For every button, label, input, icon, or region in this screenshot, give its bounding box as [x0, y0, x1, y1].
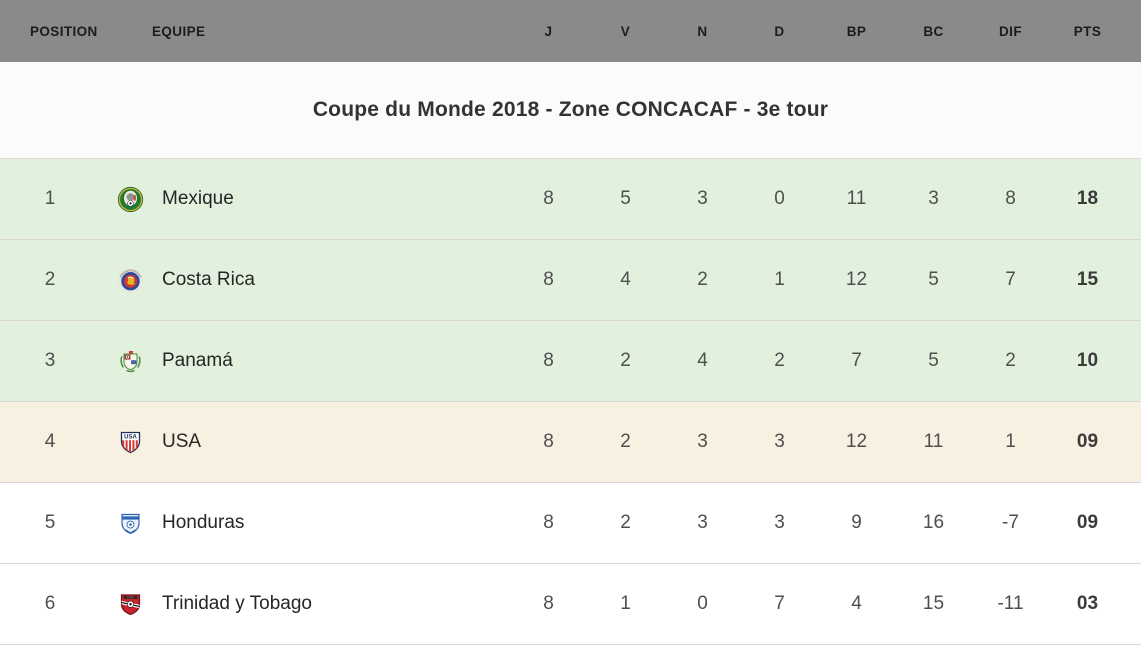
column-header-bc: BC	[923, 23, 944, 39]
table-row: 2 Costa Rica 8 4 2 1 12 5 7 15	[0, 240, 1141, 321]
stat-dif: -11	[997, 593, 1024, 614]
team-name: Costa Rica	[162, 269, 255, 290]
stat-bp: 9	[851, 512, 862, 533]
stat-bc: 3	[928, 188, 939, 209]
stat-bc: 11	[923, 431, 944, 452]
costa-rica-crest-icon	[117, 267, 144, 294]
stat-bp: 12	[845, 431, 868, 452]
column-header-j: J	[544, 23, 553, 39]
column-header-d: D	[774, 23, 785, 39]
stat-bp: 4	[851, 593, 862, 614]
table-row: 4 USA USA	[0, 402, 1141, 483]
stat-bc: 5	[928, 350, 939, 371]
stat-d: 0	[774, 188, 785, 209]
stat-v: 4	[620, 269, 631, 290]
position-cell: 6	[44, 593, 56, 614]
stat-bc: 15	[922, 593, 945, 614]
table-row: 1 Mexique 8 5 3 0 11 3 8 18	[0, 159, 1141, 240]
position-cell: 2	[44, 269, 56, 290]
stat-j: 8	[543, 512, 554, 533]
stat-pts: 09	[1076, 431, 1099, 452]
column-header-bp: BP	[846, 23, 867, 39]
stat-n: 3	[697, 431, 708, 452]
position-cell: 1	[44, 188, 56, 209]
column-header-dif: DIF	[999, 23, 1022, 39]
stat-v: 2	[620, 350, 631, 371]
stat-v: 2	[620, 512, 631, 533]
stat-v: 1	[620, 593, 631, 614]
column-header-position: POSITION	[30, 23, 98, 39]
honduras-crest-icon	[117, 510, 144, 537]
team-name: Honduras	[162, 512, 245, 533]
stat-dif: 8	[1005, 188, 1016, 209]
column-header-v: V	[620, 23, 631, 39]
position-cell: 5	[44, 512, 56, 533]
stat-dif: 7	[1005, 269, 1016, 290]
stat-n: 4	[697, 350, 708, 371]
stat-bc: 5	[928, 269, 939, 290]
stat-j: 8	[543, 269, 554, 290]
team-name: Panamá	[162, 350, 233, 371]
stat-d: 3	[774, 431, 785, 452]
page-title: Coupe du Monde 2018 - Zone CONCACAF - 3e…	[312, 98, 829, 121]
mexico-crest-icon	[117, 186, 144, 213]
column-header-n: N	[697, 23, 708, 39]
stat-bp: 11	[846, 188, 867, 209]
team-cell: Honduras	[100, 510, 510, 537]
stat-n: 3	[697, 188, 708, 209]
table-row: 6 TTFA Trinidad y To	[0, 564, 1141, 645]
stat-d: 7	[774, 593, 785, 614]
stat-n: 3	[697, 512, 708, 533]
stat-pts: 18	[1076, 188, 1099, 209]
stat-dif: 1	[1005, 431, 1016, 452]
team-cell: Costa Rica	[100, 267, 510, 294]
stat-dif: -7	[1002, 512, 1019, 533]
stat-j: 8	[543, 188, 554, 209]
stat-j: 8	[543, 593, 554, 614]
team-name: Trinidad y Tobago	[162, 593, 312, 614]
trinidad-tobago-crest-icon: TTFA	[117, 591, 144, 618]
stat-pts: 10	[1076, 350, 1099, 371]
stat-n: 0	[697, 593, 708, 614]
stat-pts: 09	[1076, 512, 1099, 533]
stat-v: 5	[620, 188, 631, 209]
team-cell: Panamá	[100, 348, 510, 375]
table-header: POSITION EQUIPE J V N D BP BC DIF PTS	[0, 0, 1141, 62]
stat-dif: 2	[1005, 350, 1016, 371]
team-name: Mexique	[162, 188, 234, 209]
table-title-row: Coupe du Monde 2018 - Zone CONCACAF - 3e…	[0, 62, 1141, 159]
position-cell: 4	[44, 431, 56, 452]
svg-text:USA: USA	[124, 434, 137, 440]
stat-v: 2	[620, 431, 631, 452]
column-header-equipe: EQUIPE	[152, 23, 206, 39]
stat-d: 1	[774, 269, 785, 290]
stat-bp: 7	[851, 350, 862, 371]
usa-crest-icon: USA	[117, 429, 144, 456]
stat-pts: 15	[1076, 269, 1099, 290]
stat-d: 2	[774, 350, 785, 371]
stat-n: 2	[697, 269, 708, 290]
team-name: USA	[162, 431, 202, 452]
stat-d: 3	[774, 512, 785, 533]
team-cell: USA USA	[100, 429, 510, 456]
stat-j: 8	[543, 431, 554, 452]
stat-bp: 12	[845, 269, 868, 290]
stat-j: 8	[543, 350, 554, 371]
table-row: 3 Panamá 8 2 4 2 7 5 2	[0, 321, 1141, 402]
panama-crest-icon	[117, 348, 144, 375]
svg-text:TTFA: TTFA	[127, 595, 134, 599]
team-cell: TTFA Trinidad y Tobago	[100, 591, 510, 618]
table-row: 5 Honduras 8 2 3 3 9 16 -7 09	[0, 483, 1141, 564]
team-cell: Mexique	[100, 186, 510, 213]
stat-pts: 03	[1076, 593, 1099, 614]
column-header-pts: PTS	[1073, 23, 1102, 39]
stat-bc: 16	[922, 512, 945, 533]
position-cell: 3	[44, 350, 56, 371]
